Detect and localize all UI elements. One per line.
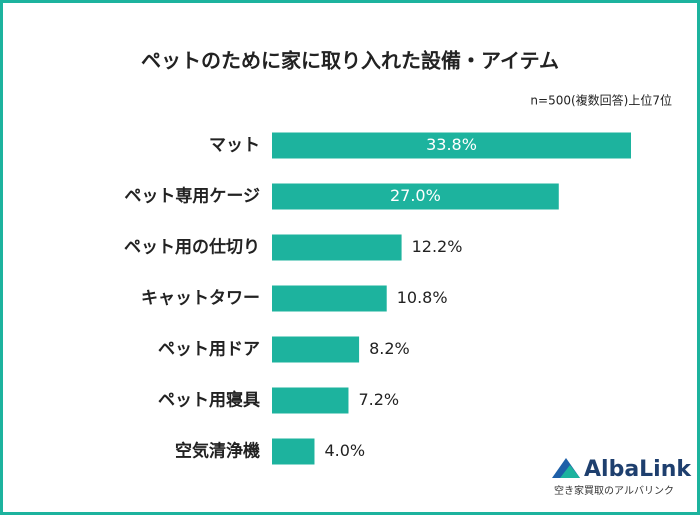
value-label: 8.2%	[369, 339, 410, 358]
category-label: 空気清浄機	[175, 441, 260, 462]
bar	[272, 132, 631, 159]
logo: AlbaLink 空き家買取のアルバリンク	[552, 457, 692, 497]
bar	[272, 234, 402, 261]
chart-title: ペットのために家に取り入れた設備・アイテム	[141, 49, 559, 73]
chart-subtitle: n=500(複数回答)上位7位	[530, 93, 672, 108]
value-label: 27.0%	[390, 186, 441, 205]
bar	[272, 285, 387, 312]
logo-name: AlbaLink	[584, 457, 692, 482]
category-label: ペット用寝具	[158, 390, 260, 411]
value-label: 4.0%	[324, 441, 365, 460]
value-label: 7.2%	[358, 390, 399, 409]
bar	[272, 387, 349, 414]
bar	[272, 438, 315, 465]
category-label: ペット専用ケージ	[124, 187, 260, 207]
category-label: ペット用の仕切り	[124, 237, 260, 258]
logo-mark-accent	[560, 465, 580, 478]
value-label: 33.8%	[426, 135, 477, 154]
bar	[272, 336, 360, 363]
value-label: 10.8%	[397, 288, 448, 307]
bar	[272, 183, 559, 210]
category-label: マット	[209, 136, 260, 156]
category-label: キャットタワー	[141, 289, 260, 309]
category-label: ペット用ドア	[158, 340, 260, 360]
logo-tagline: 空き家買取のアルバリンク	[554, 484, 674, 497]
value-label: 12.2%	[412, 237, 463, 256]
